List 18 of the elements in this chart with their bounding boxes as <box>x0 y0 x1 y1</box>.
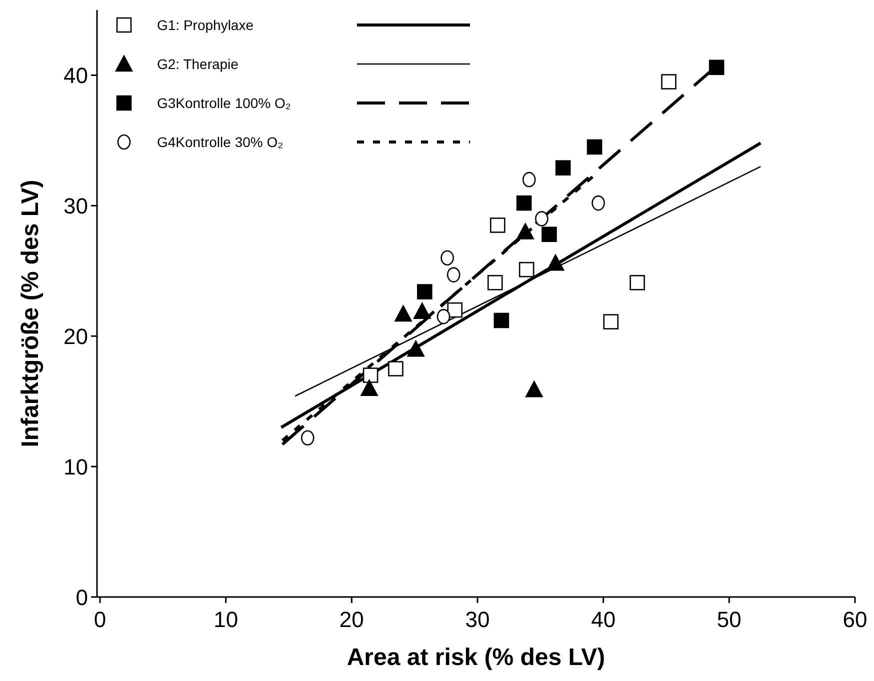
y-tick-label: 30 <box>64 194 88 219</box>
legend-label: G3Kontrolle 100% O₂ <box>157 95 291 111</box>
legend-label: G4Kontrolle 30% O₂ <box>157 134 284 150</box>
y-tick-label: 40 <box>64 63 88 88</box>
x-axis-title: Area at risk (% des LV) <box>346 644 606 671</box>
y-axis-title: Infarktgröße (% des LV) <box>17 180 44 448</box>
y-tick-label: 0 <box>76 585 88 610</box>
x-tick-label: 20 <box>339 607 364 632</box>
x-tick-label: 30 <box>465 607 490 632</box>
y-tick-label: 10 <box>64 454 88 480</box>
legend-label: G2: Therapie <box>157 56 239 72</box>
x-tick-label: 10 <box>214 607 238 632</box>
x-tick-label: 60 <box>842 607 868 632</box>
x-tick-label: 50 <box>716 607 742 632</box>
x-tick-label: 40 <box>591 607 616 632</box>
x-tick-label: 0 <box>94 607 106 632</box>
y-tick-label: 20 <box>64 324 88 350</box>
legend-label: G1: Prophylaxe <box>157 17 254 33</box>
